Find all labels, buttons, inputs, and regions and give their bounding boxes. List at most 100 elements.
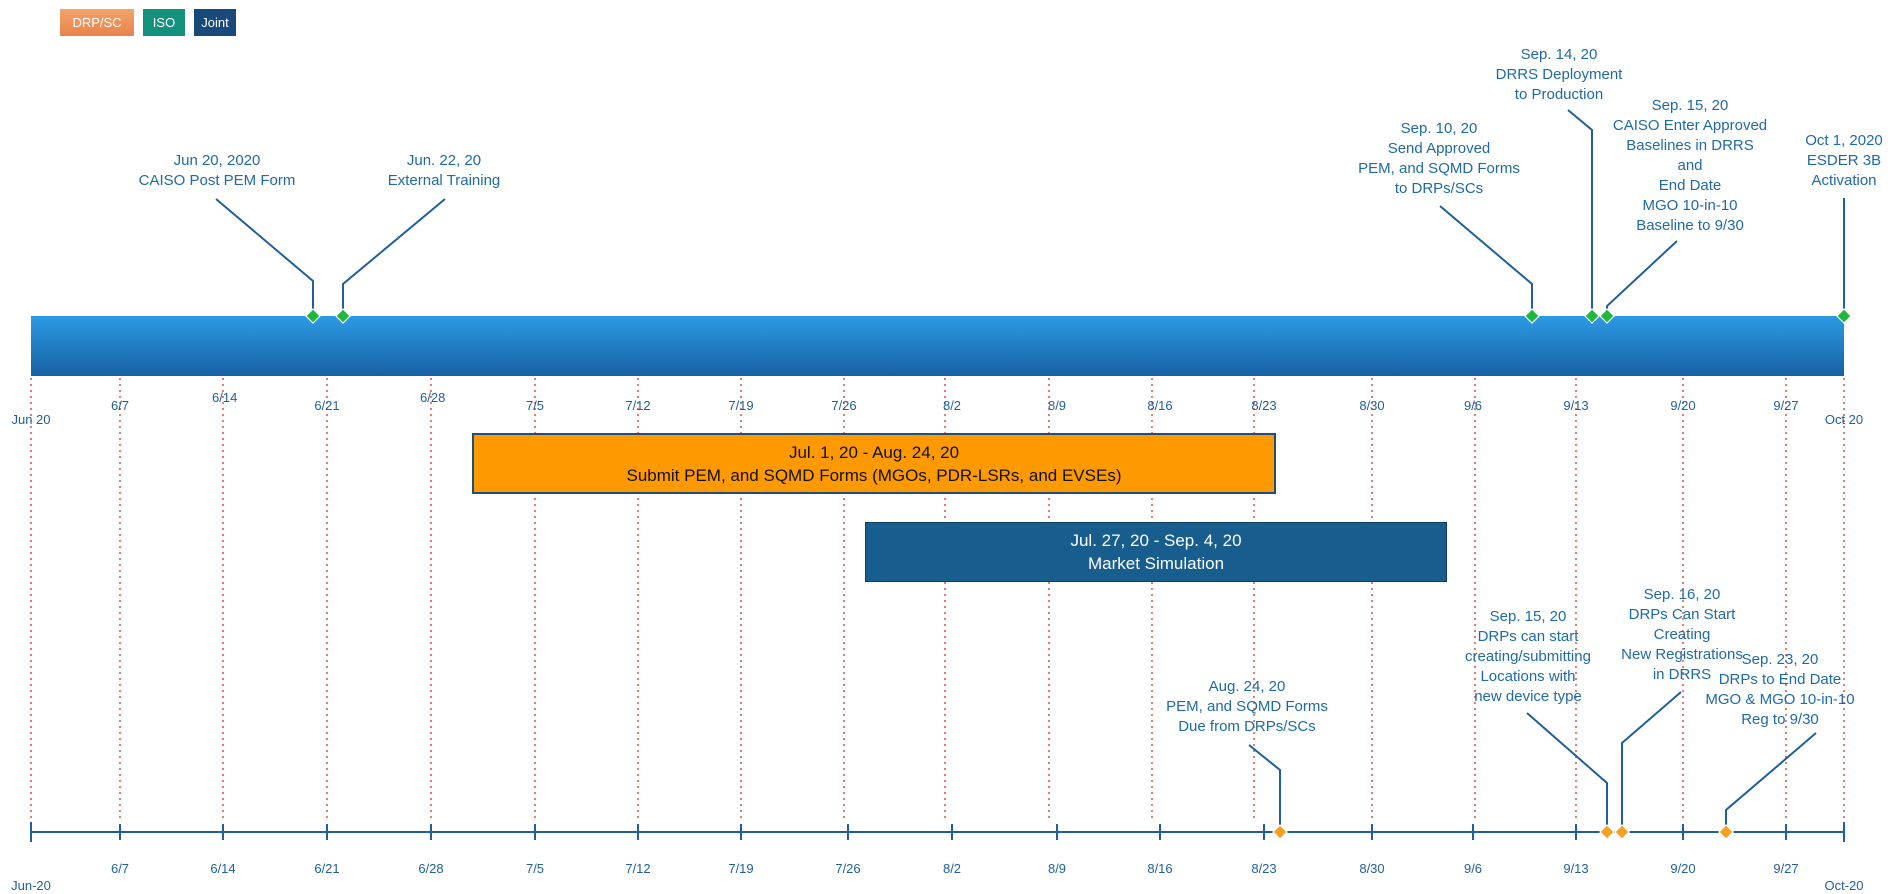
bottom-milestone-marker <box>1599 824 1615 840</box>
bottom-milestone-marker <box>1718 824 1734 840</box>
bottom-milestone-leader <box>1725 732 1817 832</box>
milestone-text-line: creating/submitting <box>1465 648 1591 665</box>
bottom-tick-label: 8/23 <box>1251 861 1277 876</box>
milestone-text-line: DRPs can start <box>1477 628 1579 645</box>
bottom-milestone-leader <box>1248 744 1281 832</box>
top-milestone-leader <box>1439 205 1533 316</box>
bottom-tick-label: 9/6 <box>1463 861 1483 876</box>
milestone-text-line: Baseline to 9/30 <box>1636 217 1744 234</box>
bottom-tick-label: 9/13 <box>1563 861 1589 876</box>
top-tick-label: 6/7 <box>110 398 130 413</box>
milestone-text-line: CAISO Enter Approved <box>1612 117 1768 134</box>
milestone-date: Sep. 16, 20 <box>1643 586 1721 603</box>
bottom-tick-label: 7/19 <box>728 861 754 876</box>
top-milestone-leader <box>215 198 314 316</box>
bottom-tick-label: 9/27 <box>1773 861 1799 876</box>
top-tick-label: 9/20 <box>1670 398 1696 413</box>
milestone-text-line: CAISO Post PEM Form <box>138 172 296 189</box>
top-tick-label: 8/23 <box>1251 398 1277 413</box>
milestone-text-line: PEM, and SQMD Forms <box>1166 698 1328 715</box>
top-milestone-marker <box>335 308 351 324</box>
milestone-text-line: MGO & MGO 10-in-10 <box>1705 691 1855 708</box>
top-milestone-marker <box>1836 308 1852 324</box>
milestone-text-line: New Registrations <box>1621 646 1743 663</box>
bottom-tick-label: 8/30 <box>1359 861 1385 876</box>
top-tick-label: 6/28 <box>420 390 446 405</box>
span-sim-title: Market Simulation <box>1087 554 1225 573</box>
top-milestone-marker <box>1584 308 1600 324</box>
top-milestone-label: Sep. 15, 20 CAISO Enter Approved Baselines… <box>1613 96 1767 236</box>
top-tick-label: 7/12 <box>625 398 651 413</box>
top-timeline-bar <box>31 316 1844 376</box>
legend-joint: Joint <box>194 9 236 36</box>
top-milestone-marker <box>1599 308 1615 324</box>
top-tick-label: 7/19 <box>728 398 754 413</box>
top-milestone-leader <box>342 198 446 316</box>
bottom-milestone-leader <box>1621 691 1682 832</box>
top-tick-label: 9/6 <box>1463 398 1483 413</box>
milestone-text-line: DRRS Deployment <box>1495 66 1623 83</box>
top-tick-label: 8/9 <box>1047 398 1067 413</box>
bottom-milestone-leader <box>1526 712 1608 832</box>
bottom-tick-label: 6/14 <box>210 861 236 876</box>
top-tick-label-end: Oct 20 <box>1824 412 1864 427</box>
bottom-milestone-marker <box>1272 824 1288 840</box>
bottom-tick-label: 6/7 <box>110 861 130 876</box>
bottom-milestone-label: Sep. 23, 20 DRPs to End Date MGO & MGO 10-… <box>1705 650 1854 730</box>
bottom-milestone-label: Sep. 15, 20 DRPs can start creating/submit… <box>1465 607 1591 707</box>
top-tick-label: 8/16 <box>1147 398 1173 413</box>
milestone-text-line: to Production <box>1514 86 1604 103</box>
top-milestone-leader <box>1567 109 1593 316</box>
bottom-tick-label: 7/5 <box>525 861 545 876</box>
milestone-text-line: new device type <box>1474 688 1582 705</box>
top-milestone-marker <box>1524 308 1540 324</box>
milestone-text-line: PEM, and SQMD Forms <box>1358 160 1520 177</box>
bottom-tick-label: 8/16 <box>1147 861 1173 876</box>
milestone-text-line: External Training <box>387 172 501 189</box>
top-tick-label: 8/30 <box>1359 398 1385 413</box>
span-submit-dates: Jul. 1, 20 - Aug. 24, 20 <box>788 442 960 462</box>
milestone-text-line: Creating <box>1653 626 1711 643</box>
top-tick-label: 6/14 <box>212 390 238 405</box>
milestone-date: Aug. 24, 20 <box>1208 678 1286 695</box>
top-tick-label: 7/5 <box>525 398 545 413</box>
span-market-simulation: Jul. 27, 20 - Sep. 4, 20 Market Simulati… <box>865 522 1447 582</box>
top-milestone-label: Sep. 14, 20 DRRS Deployment to Production <box>1496 45 1623 105</box>
bottom-tick-label: 7/12 <box>625 861 651 876</box>
top-tick-label: 9/13 <box>1563 398 1589 413</box>
top-milestone-label: Jun 20, 2020 CAISO Post PEM Form <box>139 151 296 191</box>
top-tick-label: 8/2 <box>942 398 962 413</box>
top-tick-label: 7/26 <box>831 398 857 413</box>
bottom-tick-label-end: Oct-20 <box>1824 878 1864 893</box>
milestone-date: Oct 1, 2020 <box>1805 132 1883 149</box>
milestone-date: Sep. 10, 20 <box>1400 120 1478 137</box>
top-milestone-leader <box>1606 240 1678 316</box>
bottom-tick-label: 8/9 <box>1047 861 1067 876</box>
bottom-tick-label: 8/2 <box>942 861 962 876</box>
milestone-date: Sep. 15, 20 <box>1489 608 1567 625</box>
milestone-date: Sep. 14, 20 <box>1520 46 1598 63</box>
milestone-text-line: in DRRS <box>1652 666 1712 683</box>
bottom-milestone-label: Sep. 16, 20 DRPs Can Start Creating New Reg… <box>1621 585 1743 685</box>
milestone-text-line: DRPs Can Start <box>1628 606 1736 623</box>
milestone-text-line: Reg to 9/30 <box>1741 711 1819 728</box>
bottom-tick-label: 6/21 <box>314 861 340 876</box>
top-milestone-label: Oct 1, 2020 ESDER 3B Activation <box>1805 131 1883 191</box>
bottom-milestone-label: Aug. 24, 20 PEM, and SQMD Forms Due from D… <box>1166 677 1328 737</box>
top-milestone-label: Sep. 10, 20 Send Approved PEM, and SQMD Fo… <box>1358 119 1520 199</box>
milestone-text-line: MGO 10-in-10 <box>1642 197 1738 214</box>
bottom-tick-label: 7/26 <box>835 861 861 876</box>
top-milestone-label: Jun. 22, 20 External Training <box>388 151 501 191</box>
top-tick-label: 6/21 <box>314 398 340 413</box>
legend-drp-sc: DRP/SC <box>60 9 134 36</box>
span-submit-forms: Jul. 1, 20 - Aug. 24, 20 Submit PEM, and… <box>472 433 1276 494</box>
top-tick-label: 9/27 <box>1773 398 1799 413</box>
milestone-text-line: Due from DRPs/SCs <box>1178 718 1316 735</box>
milestone-text-line: Send Approved <box>1387 140 1491 157</box>
milestone-date: Jun. 22, 20 <box>406 152 482 169</box>
top-tick-label-start: Jun 20 <box>11 412 51 427</box>
bottom-tick-label: 6/28 <box>418 861 444 876</box>
legend: DRP/SC ISO Joint <box>60 9 236 36</box>
